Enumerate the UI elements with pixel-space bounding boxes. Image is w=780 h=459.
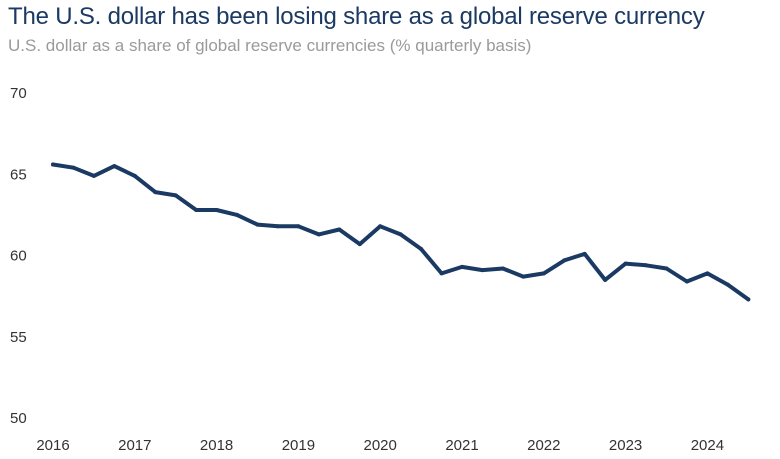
data-point xyxy=(684,279,689,284)
data-point xyxy=(419,247,424,251)
y-tick-label: 60 xyxy=(10,248,27,265)
x-tick-label: 2021 xyxy=(445,437,478,454)
chart-subtitle: U.S. dollar as a share of global reserve… xyxy=(8,36,532,55)
data-point xyxy=(255,222,260,227)
y-tick-label: 70 xyxy=(10,85,27,102)
data-point xyxy=(214,208,219,212)
data-point xyxy=(51,162,55,167)
data-point xyxy=(460,264,464,269)
data-point xyxy=(296,224,301,229)
data-point xyxy=(235,212,240,217)
x-tick-label: 2023 xyxy=(609,437,642,454)
data-point xyxy=(562,258,567,263)
x-tick-label: 2017 xyxy=(118,437,151,454)
data-point xyxy=(725,282,730,287)
x-tick-label: 2018 xyxy=(200,437,233,454)
data-point xyxy=(357,242,362,247)
y-tick-label: 50 xyxy=(10,410,27,427)
data-point xyxy=(153,190,158,195)
data-point xyxy=(71,165,76,170)
data-point xyxy=(664,266,669,271)
data-point xyxy=(337,227,342,232)
data-point xyxy=(316,232,321,237)
data-point xyxy=(275,224,280,229)
y-axis: 70 65 60 55 50 xyxy=(10,85,27,427)
data-point xyxy=(173,193,178,198)
data-point xyxy=(480,268,485,273)
x-tick-label: 2022 xyxy=(527,437,560,454)
data-point xyxy=(603,277,608,282)
data-point xyxy=(500,266,505,271)
data-point xyxy=(398,232,403,237)
data-point xyxy=(439,271,444,276)
data-point xyxy=(132,173,137,178)
x-axis: 2016 2017 2018 2019 2020 2021 2022 2023 2024 xyxy=(36,437,724,454)
data-point xyxy=(378,224,383,229)
data-point xyxy=(582,251,587,256)
chart-title: The U.S. dollar has been losing share as… xyxy=(8,3,705,30)
data-point xyxy=(541,271,546,276)
y-tick-label: 65 xyxy=(10,166,27,183)
x-tick-label: 2020 xyxy=(364,437,397,454)
data-point xyxy=(644,263,649,268)
data-point xyxy=(91,173,96,178)
series-line xyxy=(51,162,751,302)
plot-area xyxy=(51,162,751,302)
data-point xyxy=(521,274,526,279)
x-tick-label: 2019 xyxy=(282,437,315,454)
x-tick-label: 2024 xyxy=(691,437,724,454)
data-point xyxy=(705,271,710,276)
x-tick-label: 2016 xyxy=(36,437,69,454)
data-point xyxy=(746,297,751,302)
y-tick-label: 55 xyxy=(10,329,27,346)
data-point xyxy=(194,208,199,212)
data-point xyxy=(112,164,117,169)
data-point xyxy=(623,261,628,266)
